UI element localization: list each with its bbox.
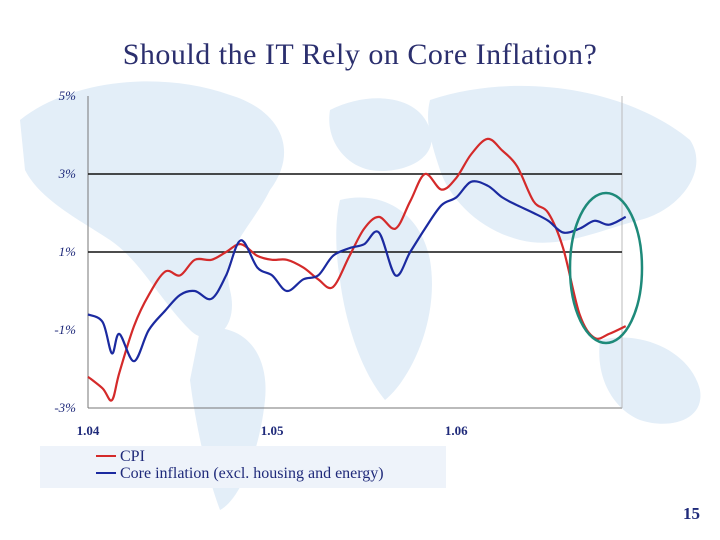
x-tick-label: 1.06 [445,423,468,438]
cpi-series-line [87,137,627,402]
slide-title: Should the IT Rely on Core Inflation? [122,38,598,71]
highlight-annotation [568,191,644,345]
y-tick-label: -3% [54,400,76,415]
y-tick-label: -1% [54,322,76,337]
x-tick-label: 1.05 [261,423,284,438]
x-tick-labels: 1.04 1.05 1.06 [77,423,469,438]
series-lines [87,137,627,402]
highlight-ellipse [568,191,644,345]
page-number: 15 [683,504,700,523]
y-tick-labels: 5% 3% 1% -1% -3% [54,88,76,415]
core-inflation-series-line [87,180,627,363]
legend-label: Core inflation (excl. housing and energy… [120,465,384,482]
legend-label: CPI [120,448,145,465]
y-tick-label: 5% [59,88,77,103]
x-tick-label: 1.04 [77,423,100,438]
y-tick-label: 3% [58,166,77,181]
y-tick-label: 1% [59,244,77,259]
legend-background [40,446,446,488]
reference-lines [88,173,622,253]
